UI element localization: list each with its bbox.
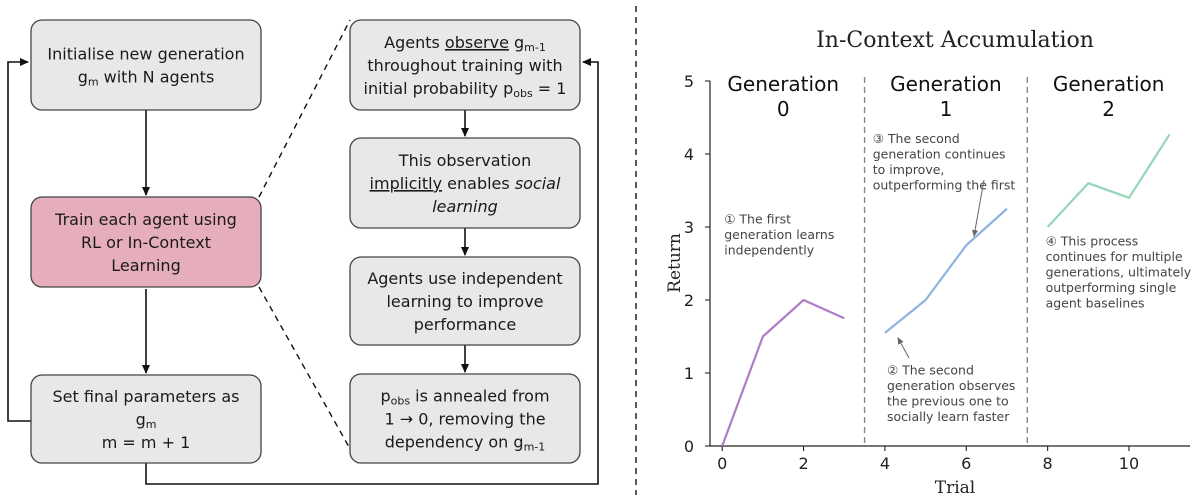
series-line-2 bbox=[1046, 133, 1171, 228]
right-box-1-shape bbox=[349, 137, 581, 229]
right-box-1-line: implicitly enables social bbox=[370, 174, 561, 193]
annotation-text-2: the previous one to bbox=[887, 393, 1009, 408]
y-tick-label: 3 bbox=[684, 218, 694, 237]
x-tick-label: 8 bbox=[1043, 454, 1053, 473]
zoom-line-top bbox=[258, 19, 351, 198]
annotation-text-3: outperforming single bbox=[1046, 280, 1177, 295]
generation-label: 0 bbox=[777, 97, 790, 121]
y-tick-label: 5 bbox=[684, 72, 694, 91]
generation-label: Generation bbox=[890, 72, 1002, 96]
annotation-arrow bbox=[972, 179, 985, 237]
flowchart-boxes: Initialise new generation gm with N agent… bbox=[30, 19, 581, 464]
right-box-1-line: learning bbox=[432, 197, 498, 216]
right-box-2-line: learning to improve bbox=[386, 292, 543, 311]
left-box-1-line: RL or In-Context bbox=[81, 233, 211, 252]
series-line-1 bbox=[884, 207, 1008, 334]
x-tick-label: 4 bbox=[880, 454, 890, 473]
right-box-0-line: Agents observe gm-1 bbox=[384, 33, 546, 54]
left-box-2: Set final parameters as gm m = m + 1 bbox=[30, 374, 262, 464]
annotation-text-1: outperforming the first bbox=[873, 178, 1016, 193]
series-line-0 bbox=[721, 298, 845, 447]
left-box-2-line: gm bbox=[136, 410, 157, 431]
y-axis-label: Return bbox=[665, 233, 685, 293]
zoom-lines bbox=[258, 19, 359, 464]
annotation-text-3: continues for multiple bbox=[1046, 249, 1183, 264]
right-box-2-line: Agents use independent bbox=[367, 269, 562, 288]
annotation-text-1: generation continues bbox=[873, 147, 1006, 162]
right-box-2-shape bbox=[349, 256, 581, 346]
right-box-1: This observation implicitly enables socia… bbox=[349, 137, 581, 229]
y-tick-label: 1 bbox=[684, 364, 694, 383]
x-tick-label: 6 bbox=[961, 454, 971, 473]
annotation-text-0: independently bbox=[724, 242, 814, 257]
left-box-1-line: Train each agent using bbox=[54, 210, 237, 229]
right-box-2: Agents use independent learning to improv… bbox=[349, 256, 581, 346]
left-box-0-line: Initialise new generation bbox=[47, 45, 244, 64]
annotation-text-0: ① The first bbox=[724, 211, 791, 226]
right-box-3-line: 1 → 0, removing the bbox=[384, 410, 545, 429]
zoom-line-bottom bbox=[258, 286, 359, 464]
x-tick-label: 10 bbox=[1119, 454, 1139, 473]
right-box-0-shape bbox=[349, 19, 581, 111]
right-box-3-line: dependency on gm-1 bbox=[385, 433, 546, 454]
left-box-1-shape bbox=[30, 196, 262, 288]
x-tick-label: 0 bbox=[717, 454, 727, 473]
left-box-2-line: Set final parameters as bbox=[53, 387, 240, 406]
annotation-text-1: ③ The second bbox=[873, 131, 960, 146]
loop-arrow bbox=[7, 58, 31, 422]
annotation-text-2: generation observes bbox=[887, 378, 1015, 393]
right-box-0: Agents observe gm-1 throughout training w… bbox=[349, 19, 581, 111]
left-box-0-shape bbox=[30, 19, 262, 111]
annotation-text-3: ④ This process bbox=[1046, 233, 1139, 248]
right-box-2-line: performance bbox=[414, 315, 516, 334]
right-box-0-line: throughout training with bbox=[367, 56, 562, 75]
right-box-3: pobs is annealed from 1 → 0, removing the… bbox=[349, 373, 581, 464]
x-axis-label: Trial bbox=[935, 478, 975, 498]
left-box-0: Initialise new generation gm with N agent… bbox=[30, 19, 262, 111]
annotation-text-3: agent baselines bbox=[1046, 295, 1145, 310]
chart-title: In-Context Accumulation bbox=[816, 28, 1094, 53]
right-box-3-shape bbox=[349, 373, 581, 464]
y-tick-label: 0 bbox=[684, 437, 694, 456]
annotation-text-2: socially learn faster bbox=[887, 409, 1010, 424]
annotation-text-2: ② The second bbox=[887, 362, 974, 377]
annotation-arrow bbox=[897, 337, 910, 359]
left-box-2-shape bbox=[30, 374, 262, 464]
y-tick-label: 2 bbox=[684, 291, 694, 310]
generation-label: Generation bbox=[727, 72, 839, 96]
right-box-1-line: This observation bbox=[398, 151, 531, 170]
feedback-arrow bbox=[145, 58, 599, 485]
annotation-text-1: to improve, bbox=[873, 162, 945, 177]
left-box-1: Train each agent using RL or In-Context Le… bbox=[30, 196, 262, 288]
generation-label: 2 bbox=[1102, 97, 1115, 121]
annotation-text-3: generations, ultimately bbox=[1046, 264, 1192, 279]
right-box-3-line: pobs is annealed from bbox=[380, 387, 549, 408]
right-box-0-line: initial probability pobs = 1 bbox=[364, 79, 567, 100]
x-tick-label: 2 bbox=[798, 454, 808, 473]
annotation-text-0: generation learns bbox=[724, 227, 834, 242]
flow-connectors bbox=[7, 58, 599, 485]
left-box-0-line: gm with N agents bbox=[78, 68, 215, 89]
left-box-2-line: m = m + 1 bbox=[102, 433, 191, 452]
generation-label: 1 bbox=[940, 97, 953, 121]
y-tick-label: 4 bbox=[684, 145, 694, 164]
left-box-1-line: Learning bbox=[111, 256, 180, 275]
generation-label: Generation bbox=[1053, 72, 1165, 96]
